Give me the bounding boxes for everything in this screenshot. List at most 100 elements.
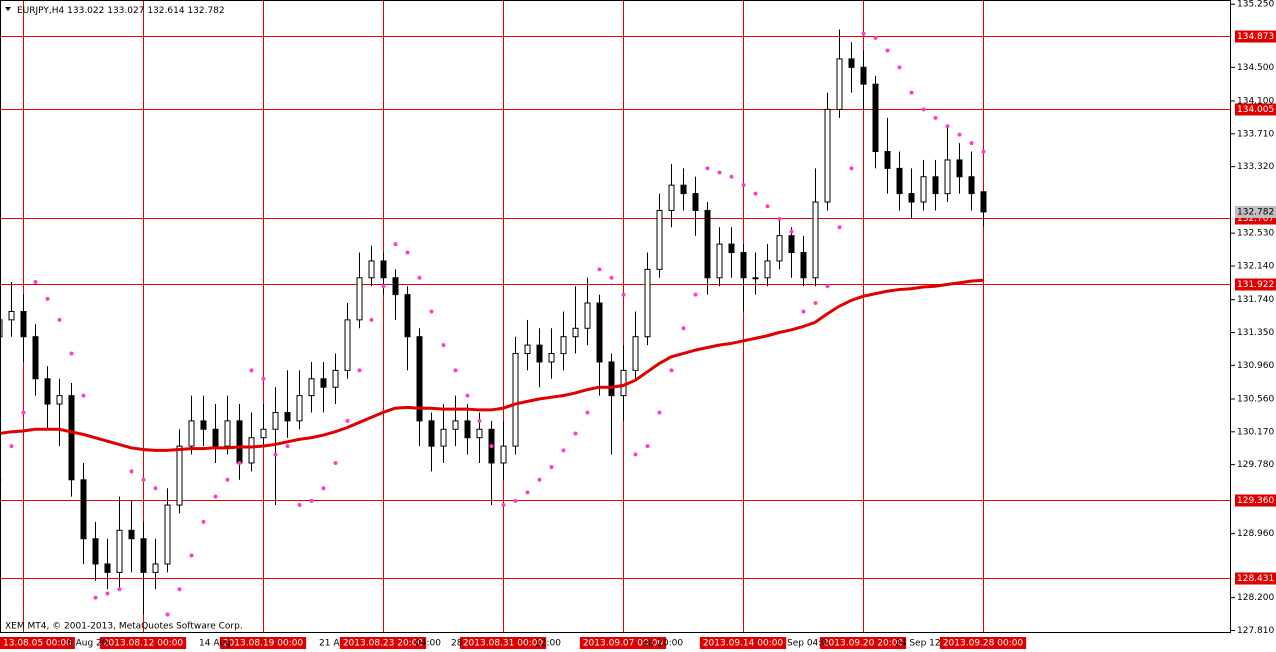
sar-dot	[465, 393, 470, 398]
sar-dot	[237, 460, 242, 465]
candle-body	[596, 302, 603, 363]
sar-dot	[921, 107, 926, 112]
candle-body	[584, 302, 591, 329]
candle-body	[356, 277, 363, 321]
y-tick-label: 130.170	[1237, 427, 1274, 437]
sar-dot	[93, 595, 98, 600]
chart-title: EURJPY,H4 133.022 133.027 132.614 132.78…	[17, 6, 225, 16]
vline-label: 2013.08.23 20:00	[343, 639, 424, 649]
last-close: 132.782	[187, 6, 224, 16]
candle-body	[548, 353, 555, 363]
price-label-box	[1235, 103, 1276, 116]
candle-body	[140, 538, 147, 573]
sar-dot	[957, 132, 962, 137]
sar-dot	[105, 591, 110, 596]
sar-dot	[873, 35, 878, 40]
vline-label-box	[459, 637, 547, 649]
x-tick-label: Sep 04:0	[787, 639, 827, 649]
candle-body	[572, 327, 579, 338]
price-label: 131.922	[1237, 280, 1274, 290]
candle-body	[308, 378, 315, 397]
candle-body	[980, 191, 987, 213]
candle-body	[776, 235, 783, 262]
y-tick-label: 129.780	[1237, 460, 1274, 470]
sar-dot	[765, 204, 770, 209]
vline-label-box	[0, 637, 75, 649]
vline-label: 2013.08.12 00:00	[103, 639, 184, 649]
candle-body	[956, 159, 963, 178]
candle-body	[680, 184, 687, 195]
candle-body	[428, 420, 435, 447]
sar-dot	[945, 124, 950, 129]
vline-label-box	[219, 637, 307, 649]
candle-body	[464, 420, 471, 439]
candle-body	[788, 235, 795, 254]
candle-body	[728, 243, 735, 254]
sar-dot	[357, 368, 362, 373]
candle-body	[476, 428, 483, 439]
candle-body	[176, 445, 183, 506]
candle-body	[824, 108, 831, 203]
candle-body	[500, 445, 507, 464]
y-tick-label: 131.350	[1237, 328, 1274, 338]
candle-body	[272, 411, 279, 430]
candle-body	[920, 176, 927, 203]
y-tick-label: 134.100	[1237, 97, 1274, 107]
sar-dot	[309, 498, 314, 503]
candle-body	[296, 395, 303, 422]
moving-average	[0, 278, 984, 452]
sar-dot	[81, 393, 86, 398]
vline-label: 2013.08.19 00:00	[223, 639, 304, 649]
candle-body	[380, 260, 387, 279]
candle-body	[848, 58, 855, 68]
sar-dot	[129, 469, 134, 474]
sar-dot	[861, 31, 866, 36]
vline-label: 2013.09.20 20:00	[823, 639, 904, 649]
sar-dot	[693, 292, 698, 297]
candle-body	[152, 563, 159, 573]
candle-body	[716, 243, 723, 279]
candle-body	[68, 395, 75, 481]
x-tick-label: 6 Aug 20	[67, 639, 108, 649]
sar-dot	[45, 296, 50, 301]
y-tick-label: 130.560	[1237, 394, 1274, 404]
candle-body	[560, 336, 567, 355]
sar-dot	[981, 149, 986, 154]
candle-body	[8, 310, 15, 321]
vline-label: 13.08.05 00:00	[3, 639, 72, 649]
current-price-box	[1235, 205, 1276, 218]
last-low: 132.614	[147, 6, 184, 16]
y-tick-label: 127.810	[1237, 626, 1274, 636]
sar-dot	[249, 368, 254, 373]
current-price-label: 132.782	[1237, 207, 1274, 217]
y-tick-label: 134.500	[1237, 63, 1274, 73]
vline-label-box	[819, 637, 907, 649]
candle-body	[20, 310, 27, 338]
candle-body	[260, 428, 267, 439]
sar-dot	[117, 587, 122, 592]
candle-body	[668, 184, 675, 211]
candle-body	[368, 260, 375, 279]
price-label: 134.005	[1237, 105, 1274, 115]
sar-dot	[165, 612, 170, 617]
x-tick-label: 14 Aug	[199, 639, 231, 649]
candle-body	[128, 529, 135, 540]
last-high: 133.027	[107, 6, 144, 16]
menu-arrow[interactable]	[5, 7, 11, 11]
sar-dot	[321, 486, 326, 491]
sar-dot	[801, 309, 806, 314]
vline-label-box	[579, 637, 667, 649]
sar-dot	[909, 90, 914, 95]
y-tick-label: 128.960	[1237, 529, 1274, 539]
sar-dot	[393, 242, 398, 247]
candle-body	[404, 294, 411, 338]
candle-body	[752, 277, 759, 280]
y-tick-label: 135.250	[1237, 0, 1274, 10]
sar-dot	[189, 553, 194, 558]
sar-dot	[681, 326, 686, 331]
candle-body	[932, 176, 939, 195]
sar-dot	[813, 301, 818, 306]
sar-dot	[837, 225, 842, 230]
